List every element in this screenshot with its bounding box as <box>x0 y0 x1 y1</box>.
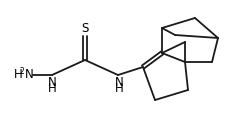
Text: N: N <box>48 76 56 88</box>
Text: H: H <box>48 82 56 96</box>
Text: N: N <box>115 76 123 88</box>
Text: 2: 2 <box>20 68 24 76</box>
Text: N: N <box>25 68 34 82</box>
Text: H: H <box>14 68 23 82</box>
Text: S: S <box>81 22 89 36</box>
Text: H: H <box>115 82 123 96</box>
